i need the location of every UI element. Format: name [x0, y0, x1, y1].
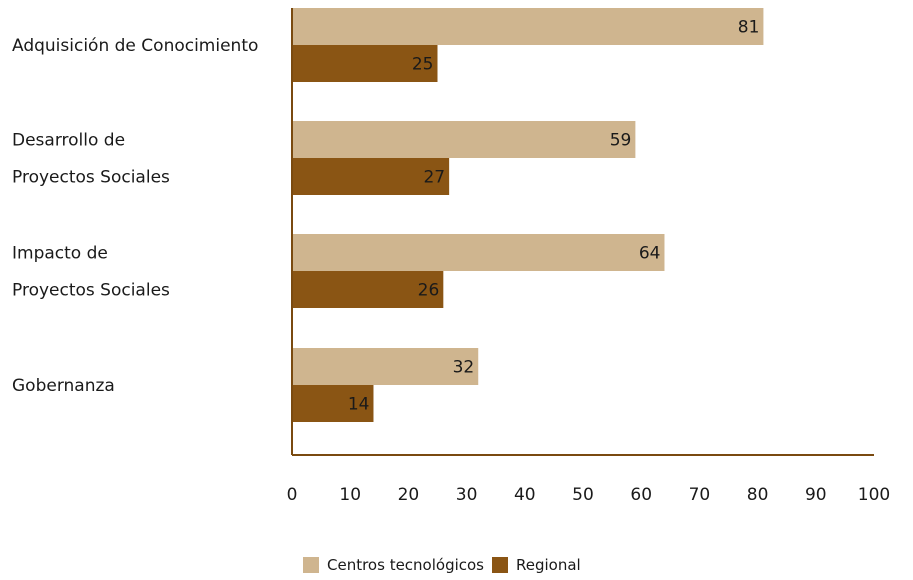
legend-swatch-regional: [492, 557, 509, 573]
category-label-2-1: Proyectos Sociales: [12, 281, 170, 301]
x-tick-label-20: 20: [398, 485, 420, 505]
legend-item-regional: Regional: [492, 556, 581, 574]
legend-label-regional: Regional: [516, 556, 581, 574]
bar-regional-2: [292, 271, 444, 308]
bar-centros-0: [292, 8, 764, 45]
data-label-regional-2: 26: [418, 281, 440, 301]
bar-centros-3: [292, 348, 479, 385]
legend-item-centros: Centros tecnológicos: [303, 556, 484, 574]
bar-regional-1: [292, 158, 450, 195]
bar-centros-2: [292, 234, 665, 271]
category-label-1-1: Proyectos Sociales: [12, 168, 170, 188]
x-tick-label-10: 10: [339, 485, 361, 505]
x-tick-label-0: 0: [287, 485, 298, 505]
x-tick-label-30: 30: [456, 485, 478, 505]
data-label-centros-1: 59: [610, 131, 632, 151]
data-label-regional-3: 14: [348, 395, 370, 415]
category-label-2-0: Impacto de: [12, 244, 108, 264]
data-label-centros-0: 81: [738, 18, 760, 38]
x-tick-label-70: 70: [689, 485, 711, 505]
data-label-centros-3: 32: [453, 358, 475, 378]
legend: Centros tecnológicos Regional: [303, 556, 589, 574]
data-label-regional-1: 27: [423, 168, 445, 188]
data-label-regional-0: 25: [412, 55, 434, 75]
x-tick-label-90: 90: [805, 485, 827, 505]
x-tick-label-80: 80: [747, 485, 769, 505]
x-tick-label-60: 60: [630, 485, 652, 505]
bar-regional-3: [292, 385, 374, 422]
x-tick-label-50: 50: [572, 485, 594, 505]
data-label-centros-2: 64: [639, 244, 661, 264]
bar-centros-1: [292, 121, 636, 158]
x-tick-label-40: 40: [514, 485, 536, 505]
x-tick-label-100: 100: [858, 485, 890, 505]
legend-label-centros: Centros tecnológicos: [327, 556, 485, 574]
legend-swatch-centros: [303, 557, 319, 573]
bar-regional-0: [292, 45, 438, 82]
category-label-0-0: Adquisición de Conocimiento: [12, 36, 258, 56]
category-label-1-0: Desarrollo de: [12, 131, 125, 151]
category-label-3-0: Gobernanza: [12, 376, 115, 396]
bar-chart: 81 25 Adquisición de Conocimiento 59 27 Desar…: [12, 8, 890, 505]
